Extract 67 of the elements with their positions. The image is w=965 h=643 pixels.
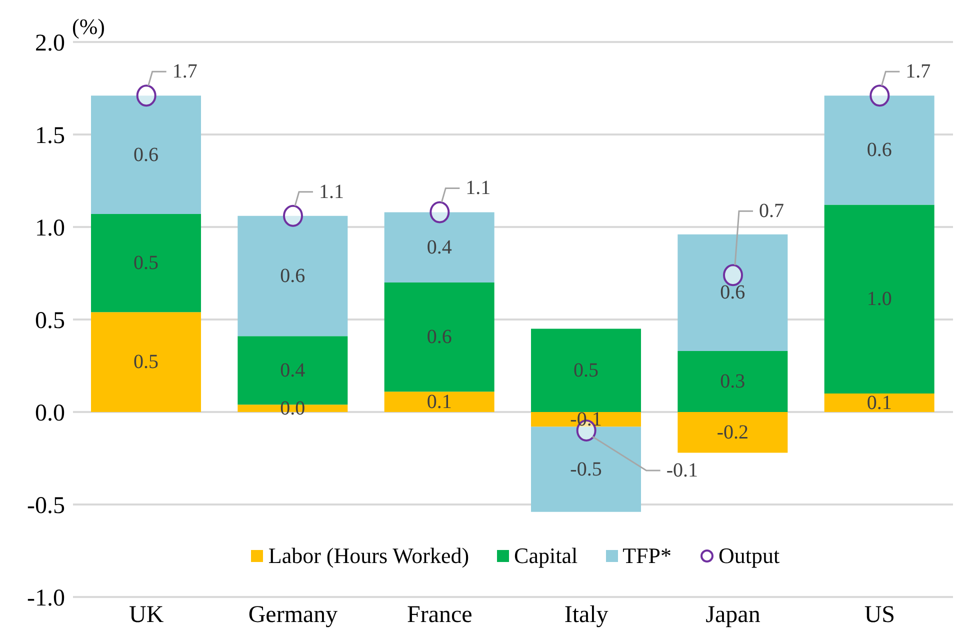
y-axis-title: (%) (72, 14, 105, 40)
callout-connector: 1.1 (440, 177, 491, 202)
point (870, 84, 890, 107)
data-label: 0.1 (866, 392, 892, 414)
point (430, 201, 450, 224)
y-tick-label: -0.5 (27, 493, 65, 520)
data-label: 0.4 (426, 236, 452, 258)
data-label: 0.6 (426, 326, 452, 348)
x-tick-label: UK (128, 602, 164, 628)
x-tick-label: France (407, 602, 472, 628)
callout-connector: 1.7 (148, 60, 198, 86)
data-label: 0.6 (866, 139, 892, 162)
bar (91, 214, 201, 312)
legend-label: TFP* (622, 543, 672, 569)
point (723, 264, 743, 286)
data-label: 1.1 (466, 177, 491, 200)
data-label: 1.7 (172, 60, 198, 83)
bar (824, 394, 934, 412)
x-tick-label: Japan (706, 602, 760, 628)
data-label: -0.1 (666, 460, 698, 482)
bar (91, 96, 201, 214)
data-label: 1.0 (866, 288, 892, 310)
y-tick-label: 2.0 (35, 30, 65, 57)
bar (824, 204, 934, 394)
data-label: 0.6 (720, 282, 746, 304)
data-label: 0.6 (134, 144, 158, 166)
data-label: 0.5 (134, 252, 158, 274)
data-label: -0.5 (570, 458, 602, 480)
x-tick-label: US (864, 602, 896, 628)
callout-connector: 1.1 (294, 180, 344, 206)
data-label: 0.4 (280, 359, 306, 382)
y-tick-label: 0.5 (35, 308, 65, 334)
data-label: 0.7 (759, 200, 784, 222)
bar (824, 96, 934, 205)
callout-connector: 0.7 (734, 200, 784, 266)
bar (91, 312, 201, 412)
bar (531, 328, 641, 412)
data-label: 0.1 (426, 390, 452, 413)
bar (678, 234, 788, 351)
data-label: -0.2 (716, 421, 749, 444)
data-label: 1.7 (906, 60, 931, 83)
x-tick-label: Italy (564, 602, 608, 628)
x-tick-label: Germany (248, 602, 338, 628)
bar (531, 412, 641, 427)
point (283, 204, 303, 227)
point (136, 84, 156, 107)
data-label: 0.5 (134, 351, 158, 374)
legend-label: Output (718, 543, 780, 569)
y-tick-label: 1.0 (35, 216, 65, 242)
bar (678, 350, 788, 412)
data-label: 0.3 (720, 370, 746, 392)
y-tick-label: 1.5 (35, 123, 65, 150)
y-tick-label: 0.0 (35, 400, 65, 427)
data-label: -0.1 (570, 408, 602, 430)
bar (531, 426, 641, 512)
bar (678, 412, 788, 453)
bar (384, 392, 494, 412)
data-label: 0.6 (280, 265, 306, 288)
y-tick-label: -1.0 (27, 586, 65, 612)
bar (238, 216, 348, 336)
legend-label: Capital (514, 543, 578, 569)
bar (384, 282, 494, 392)
data-label: 0.5 (574, 359, 598, 382)
bar (384, 212, 494, 282)
data-label: 1.1 (319, 180, 344, 203)
legend-label: Labor (Hours Worked) (268, 543, 470, 569)
callout-connector: 1.7 (880, 60, 931, 86)
